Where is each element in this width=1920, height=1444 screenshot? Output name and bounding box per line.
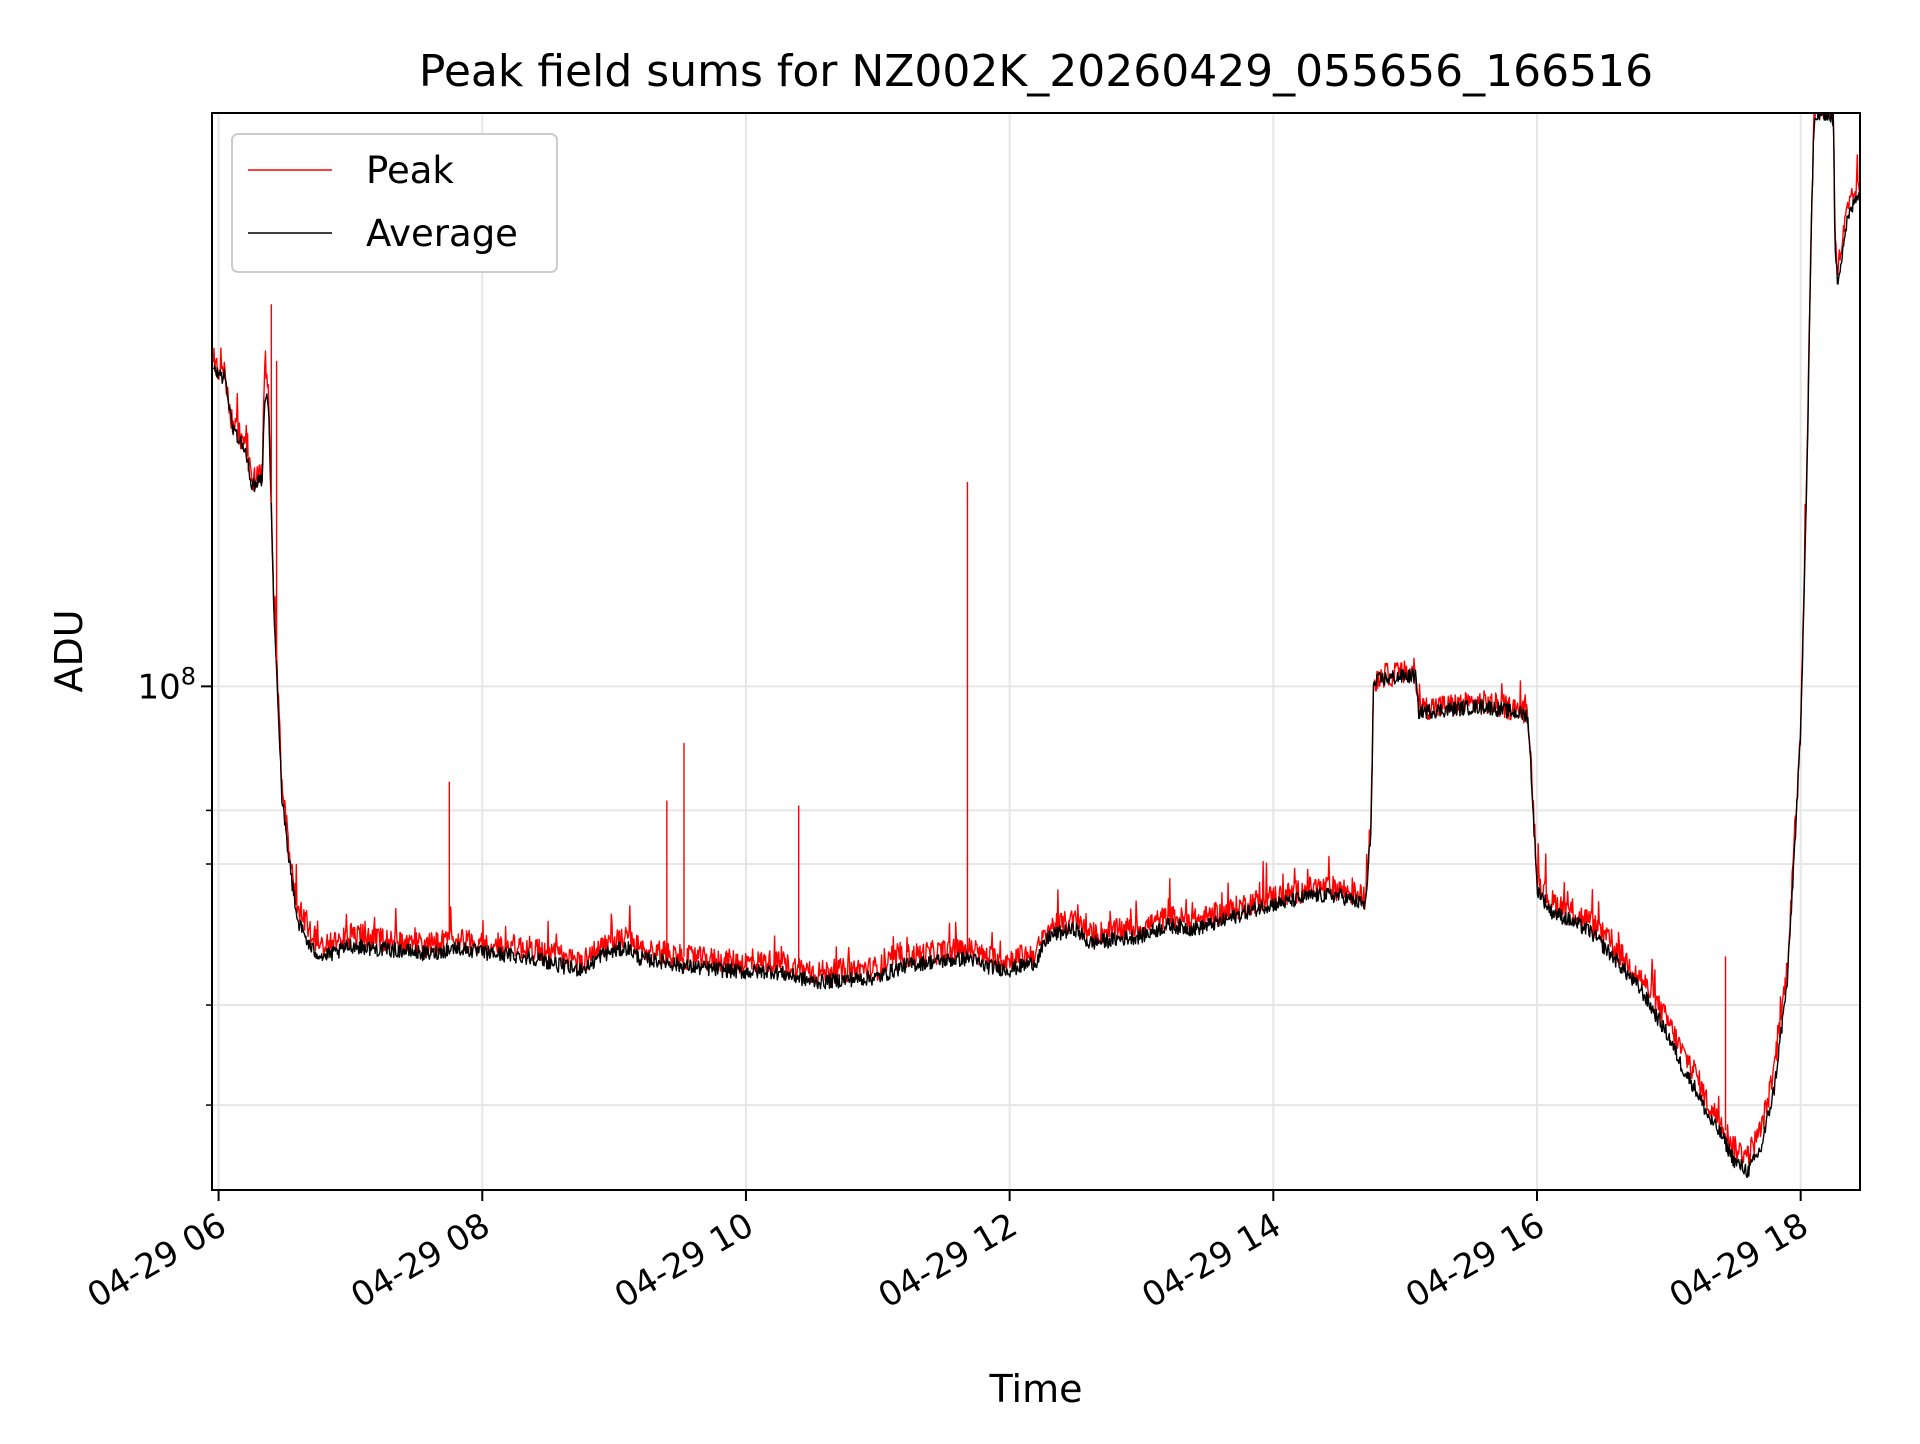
- legend-average-label: Average: [366, 212, 518, 255]
- legend-peak-label: Peak: [366, 149, 454, 192]
- legend-box: [231, 133, 558, 273]
- legend: Peak Average: [231, 133, 558, 273]
- grid-layer: [212, 113, 1860, 1190]
- chart-title: Peak field sums for NZ002K_20260429_0556…: [419, 46, 1653, 97]
- plot-frame: [211, 112, 1861, 1191]
- y-axis-label: ADU: [47, 609, 91, 692]
- series-layer: [212, 112, 1861, 1178]
- x-axis-label: Time: [989, 1367, 1083, 1411]
- y-tick-label: 108: [137, 662, 196, 707]
- series-line-average: [212, 112, 1861, 1178]
